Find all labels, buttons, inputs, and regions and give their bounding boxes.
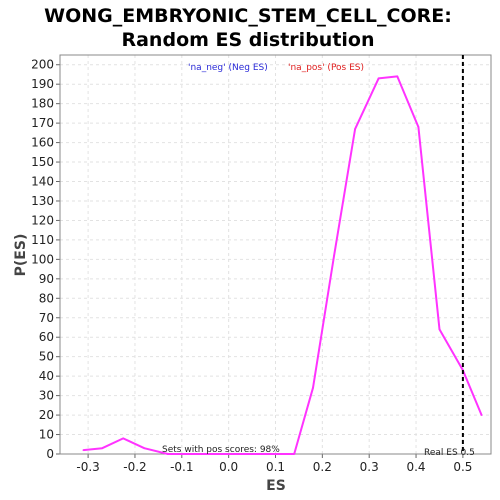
data-point: [122, 437, 125, 440]
x-tick-label: 0.0: [219, 460, 238, 474]
y-axis-ticks: 0 10 20 30 40 50 60 70 80 90 100 110 120 130 140 150 160…: [31, 58, 60, 461]
data-point: [166, 453, 169, 455]
y-tick-label: 190: [31, 77, 54, 91]
legend-neg: 'na_neg' (Neg ES): [188, 63, 268, 73]
y-tick-label: 0: [46, 447, 54, 461]
real-es-label: Real ES 0.5: [424, 448, 475, 458]
y-tick-label: 100: [31, 252, 54, 266]
y-tick-label: 160: [31, 136, 54, 150]
y-tick-label: 70: [39, 311, 54, 325]
x-axis-ticks: -0.3 -0.2 -0.1 0.0 0.1 0.2 0.3 0.4 0.5: [76, 454, 472, 474]
y-tick-label: 90: [39, 272, 54, 286]
data-point: [143, 447, 146, 450]
data-point: [269, 453, 272, 455]
x-tick-label: 0.4: [406, 460, 425, 474]
y-tick-label: 20: [39, 408, 54, 422]
data-point: [480, 414, 483, 416]
data-point: [246, 453, 249, 455]
y-tick-label: 40: [39, 369, 54, 383]
data-point: [377, 77, 380, 80]
y-tick-label: 80: [39, 291, 54, 305]
y-tick-label: 130: [31, 194, 54, 208]
x-tick-label: -0.3: [76, 460, 99, 474]
y-tick-label: 150: [31, 155, 54, 169]
data-point: [293, 453, 296, 455]
data-point: [185, 453, 188, 455]
x-axis-label: ES: [266, 478, 286, 494]
data-point: [333, 254, 335, 257]
y-tick-label: 110: [31, 233, 54, 247]
data-point: [396, 75, 399, 78]
data-point: [101, 447, 104, 450]
data-point: [82, 449, 85, 451]
y-tick-label: 140: [31, 175, 54, 189]
x-tick-label: -0.1: [170, 460, 193, 474]
series-layer: [82, 75, 483, 455]
data-point: [312, 386, 314, 389]
x-tick-label: 0.3: [360, 460, 379, 474]
data-point: [354, 128, 356, 130]
x-tick-label: 0.2: [313, 460, 332, 474]
es-distribution-line: [83, 75, 483, 455]
data-point: [417, 126, 420, 128]
y-tick-label: 60: [39, 330, 54, 344]
data-point: [438, 328, 441, 331]
y-axis-label: P(ES): [13, 234, 29, 277]
data-point: [209, 453, 211, 455]
chart-title-line1: WONG_EMBRYONIC_STEM_CELL_CORE:: [44, 5, 452, 27]
y-tick-label: 50: [39, 350, 54, 364]
y-tick-label: 30: [39, 389, 54, 403]
y-tick-label: 180: [31, 97, 54, 111]
pos-scores-annotation: Sets with pos scores: 98%: [162, 445, 280, 455]
x-tick-label: 0.1: [266, 460, 285, 474]
y-tick-label: 170: [31, 116, 54, 130]
chart-title-line2: Random ES distribution: [121, 29, 374, 51]
legend-pos: 'na_pos' (Pos ES): [288, 63, 364, 73]
y-tick-label: 200: [31, 58, 54, 72]
grid: [60, 55, 491, 455]
data-point: [227, 453, 230, 455]
x-tick-label: 0.5: [453, 460, 472, 474]
y-tick-label: 10: [39, 428, 54, 442]
y-tick-label: 120: [31, 213, 54, 227]
x-tick-label: -0.2: [123, 460, 146, 474]
